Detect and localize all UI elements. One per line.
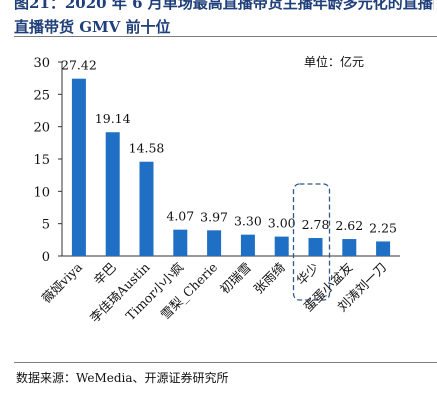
bar <box>105 132 120 256</box>
y-tick-label: 10 <box>33 185 50 200</box>
chart-labels: 27.42薇娅viya19.14辛巴14.58李佳琦Austin4.07Timo… <box>39 58 397 326</box>
bar <box>342 239 357 256</box>
bar-value-label: 27.42 <box>61 58 97 73</box>
unit-label: 单位：亿元 <box>304 54 364 69</box>
chart-title-line2: 直播带货 GMV 前十位 <box>14 18 171 36</box>
category-label: 辛巴 <box>91 260 119 288</box>
bottom-rule <box>14 362 437 363</box>
bar-value-label: 2.25 <box>369 220 397 235</box>
top-rule <box>14 36 437 37</box>
category-label: 初瑞雪 <box>217 260 254 297</box>
bar-value-label: 2.62 <box>335 218 363 233</box>
y-tick-label: 25 <box>33 88 50 103</box>
bar <box>207 230 222 256</box>
category-label: 张雨绮 <box>251 260 288 297</box>
bar <box>71 78 86 257</box>
y-tick-label: 15 <box>33 153 50 168</box>
bar-value-label: 3.30 <box>234 214 262 229</box>
y-tick-label: 30 <box>33 56 50 71</box>
bar-value-label: 19.14 <box>95 111 131 126</box>
y-tick-label: 0 <box>42 250 50 265</box>
bar <box>173 229 188 256</box>
bar-value-label: 3.00 <box>268 216 296 231</box>
chart-title: 图21：2020 年 6 月单场最高直播带货主播年龄多元化的直播间 直播带货 G… <box>14 0 434 39</box>
bar <box>240 234 255 256</box>
bar <box>274 236 289 256</box>
source-note: 数据来源：WeMedia、开源证券研究所 <box>16 371 229 385</box>
y-tick-label: 5 <box>42 218 50 233</box>
bar-value-label: 3.97 <box>200 209 228 224</box>
chart-bars <box>71 78 391 257</box>
category-label: 薇娅viya <box>39 259 86 306</box>
bar <box>139 161 154 256</box>
category-label: 华少 <box>293 260 321 288</box>
bar-value-label: 14.58 <box>129 141 165 156</box>
bar-value-label: 4.07 <box>166 209 194 224</box>
chart-title-line1: 图21：2020 年 6 月单场最高直播带货主播年龄多元化的直播间 <box>14 0 434 12</box>
y-tick-label: 20 <box>33 121 50 136</box>
bar-value-label: 2.78 <box>302 217 330 232</box>
highlight-box <box>292 183 331 301</box>
bar <box>308 238 323 256</box>
bar <box>376 241 391 256</box>
